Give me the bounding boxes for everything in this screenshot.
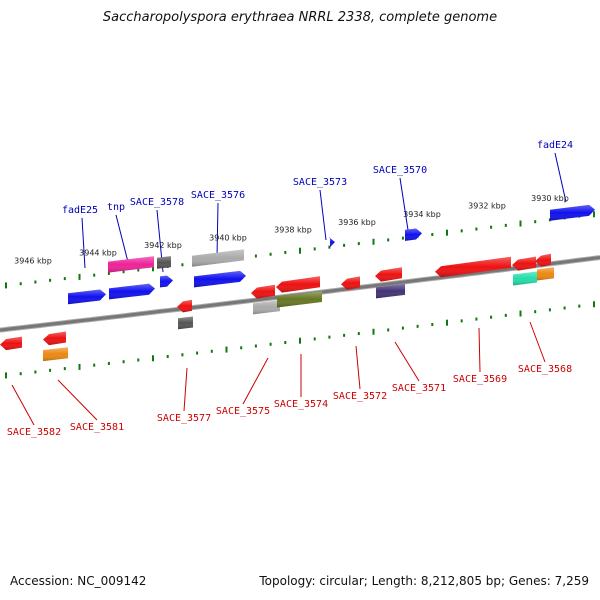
top-gene-label: SACE_3576 bbox=[191, 190, 245, 201]
bottom-gene-label: SACE_3574 bbox=[274, 399, 328, 410]
bottom-gene-label: SACE_3568 bbox=[518, 364, 572, 375]
feature-SACE_3574-shade bbox=[276, 276, 320, 293]
bottom-gene-label: SACE_3569 bbox=[453, 374, 507, 385]
feature-SACE_3578-b-shade bbox=[160, 275, 173, 288]
top-gene-label: SACE_3578 bbox=[130, 197, 184, 208]
scale-label: 3936 kbp bbox=[338, 218, 376, 227]
scale-label: 3932 kbp bbox=[468, 202, 506, 211]
top-leader bbox=[216, 202, 219, 259]
feature-SACE_3576-shade bbox=[192, 249, 244, 267]
bottom-leader bbox=[529, 321, 546, 363]
topology-label: Topology: circular; Length: 8,212,805 bp… bbox=[259, 574, 589, 588]
top-gene-label: SACE_3570 bbox=[373, 165, 427, 176]
scale-label: 3934 kbp bbox=[403, 210, 441, 219]
bottom-leader bbox=[355, 345, 361, 390]
bottom-gene-label: SACE_3575 bbox=[216, 406, 270, 417]
feature-tnp-a-shade bbox=[109, 283, 155, 300]
scale-label: 3942 kbp bbox=[144, 241, 182, 250]
bottom-gene-label: SACE_3577 bbox=[157, 413, 211, 424]
bottom-leader bbox=[11, 384, 35, 426]
label-leaders bbox=[11, 152, 567, 426]
scale-label: 3930 kbp bbox=[531, 194, 569, 203]
labels: fadE25 tnp SACE_3578 SACE_3576 SACE_3573 SACE… bbox=[7, 140, 573, 438]
top-leader bbox=[319, 189, 327, 241]
top-gene-label: fadE24 bbox=[537, 140, 573, 151]
feature-SACE_3581-b-shade bbox=[43, 347, 68, 362]
feature-SACE_3571-shade bbox=[375, 267, 402, 282]
bottom-leader bbox=[183, 367, 188, 412]
accession-label: Accession: NC_009142 bbox=[10, 574, 147, 588]
scale-label: 3938 kbp bbox=[274, 226, 312, 235]
feature-SACE_3570-shade bbox=[405, 228, 422, 241]
feature-SACE_3572-shade bbox=[341, 276, 360, 290]
top-gene-label: SACE_3573 bbox=[293, 177, 347, 188]
feature-SACE_3568-b-shade bbox=[537, 267, 554, 281]
feature-SACE_3577-shade bbox=[177, 299, 192, 313]
feature-SACE_3576-b-shade bbox=[194, 270, 246, 288]
scale-label: 3946 kbp bbox=[14, 256, 52, 265]
feature-SACE_3573-shade bbox=[329, 237, 335, 249]
map-title: Saccharopolyspora erythraea NRRL 2338, c… bbox=[102, 10, 498, 25]
feature-SACE_3571-b-shade bbox=[376, 283, 405, 299]
feature-SACE_3578-shade bbox=[157, 256, 171, 269]
feature-SACE_3575-b-shade bbox=[253, 300, 280, 315]
bottom-leader bbox=[242, 357, 269, 405]
feature-fadE25-shade bbox=[68, 289, 106, 305]
feature-fadE24-shade bbox=[550, 204, 595, 221]
feature-SACE_3569-b-shade bbox=[512, 256, 536, 271]
scale-label: 3940 kbp bbox=[209, 233, 247, 242]
feature-SACE_3569-c-shade bbox=[513, 271, 537, 286]
top-leader bbox=[115, 214, 129, 263]
top-gene-label: tnp bbox=[107, 202, 125, 213]
bottom-leader bbox=[394, 341, 420, 382]
bottom-gene-label: SACE_3571 bbox=[392, 383, 446, 394]
bottom-gene-label: SACE_3582 bbox=[7, 427, 61, 438]
feature-SACE_3577-b-shade bbox=[178, 316, 193, 330]
feature-SACE_3575-shade bbox=[251, 284, 275, 299]
feature-SACE_3574-b-shade bbox=[277, 291, 322, 308]
feature-SACE_3581-shade bbox=[43, 331, 66, 346]
scale-ticks bbox=[5, 211, 595, 379]
gene-features bbox=[0, 204, 595, 362]
bottom-gene-label: SACE_3581 bbox=[70, 422, 124, 433]
feature-tnp-shade bbox=[108, 256, 154, 273]
feature-SACE_3582-shade bbox=[0, 336, 22, 351]
top-leader bbox=[81, 217, 86, 269]
top-leader bbox=[399, 177, 409, 231]
scale-label: 3944 kbp bbox=[79, 249, 117, 258]
feature-SACE_3568-shade bbox=[535, 253, 551, 267]
bottom-leader bbox=[478, 327, 481, 373]
bottom-gene-label: SACE_3572 bbox=[333, 391, 387, 402]
bottom-leader bbox=[57, 379, 98, 421]
top-gene-label: fadE25 bbox=[62, 205, 98, 216]
feature-SACE_3569-shade bbox=[435, 256, 511, 278]
top-leader bbox=[554, 152, 567, 203]
